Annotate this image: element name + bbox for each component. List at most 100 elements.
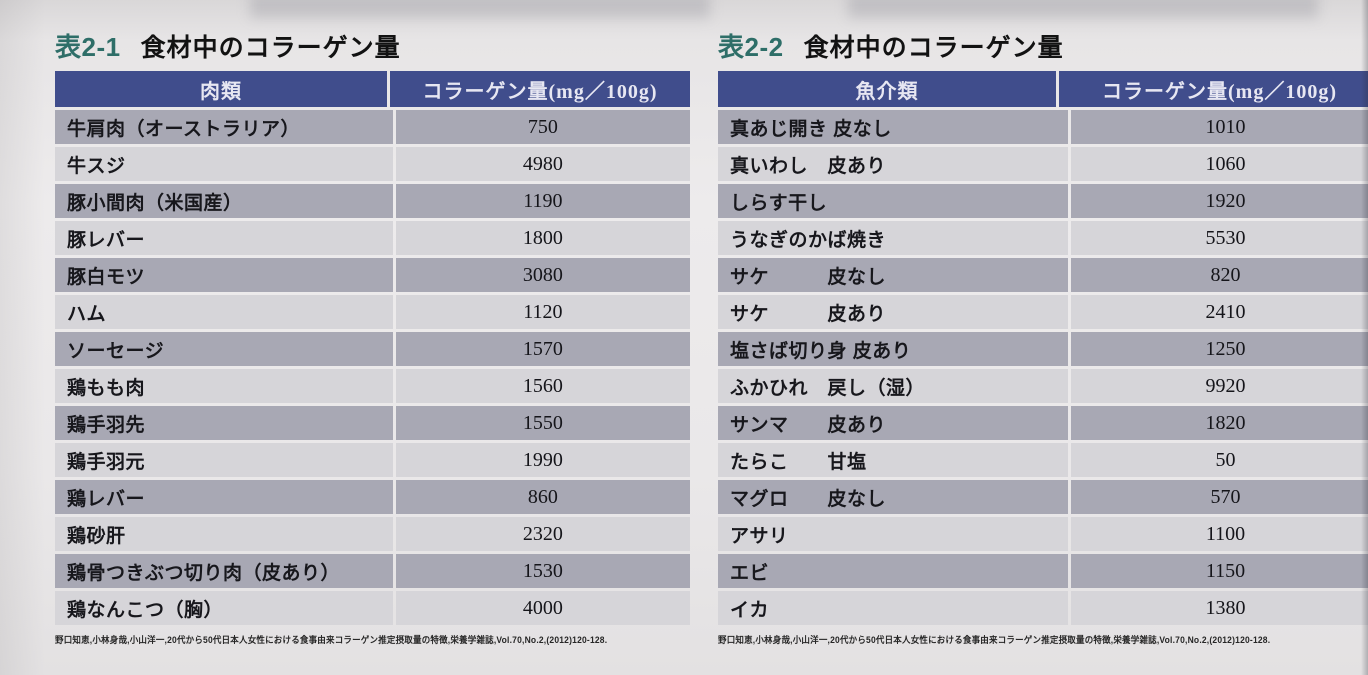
food-name-cell: 真あじ開き 皮なし — [718, 110, 1068, 144]
table-row: サケ 皮あり 2410 — [718, 295, 1368, 329]
table-row: 豚レバー 1800 — [55, 221, 690, 255]
table-row: 鶏もも肉 1560 — [55, 369, 690, 403]
food-name-cell: サケ 皮あり — [718, 295, 1068, 329]
table-row: うなぎのかば焼き 5530 — [718, 221, 1368, 255]
collagen-value-cell: 9920 — [1071, 369, 1368, 403]
collagen-value-cell: 2410 — [1071, 295, 1368, 329]
collagen-value-cell: 750 — [395, 110, 690, 144]
collagen-value-cell: 1010 — [1071, 110, 1368, 144]
collagen-value-cell: 2320 — [395, 517, 690, 551]
seafood-collagen-table: 魚介類 コラーゲン量(mg／100g) 真あじ開き 皮なし 1010 真いわし 皮あ… — [718, 71, 1368, 625]
food-name-cell: 牛スジ — [55, 147, 393, 181]
food-name-cell: 鶏なんこつ（胸） — [55, 591, 393, 625]
food-name-cell: 真いわし 皮あり — [718, 147, 1068, 181]
table-row: たらこ 甘塩 50 — [718, 443, 1368, 477]
table-row: マグロ 皮なし 570 — [718, 480, 1368, 514]
table-number-label: 表2-1 — [55, 32, 121, 62]
food-name-cell: 豚小間肉（米国産） — [55, 184, 393, 218]
table-row: 牛スジ 4980 — [55, 147, 690, 181]
collagen-value-cell: 1250 — [1071, 332, 1368, 366]
table-row: 真いわし 皮あり 1060 — [718, 147, 1368, 181]
table-row: 豚白モツ 3080 — [55, 258, 690, 292]
food-name-cell: 牛肩肉（オーストラリア） — [55, 110, 393, 144]
table-row: ふかひれ 戻し（湿） 9920 — [718, 369, 1368, 403]
collagen-value-cell: 1100 — [1071, 517, 1368, 551]
collagen-value-cell: 1560 — [395, 369, 690, 403]
table-row: 鶏砂肝 2320 — [55, 517, 690, 551]
food-name-cell: サケ 皮なし — [718, 258, 1068, 292]
collagen-value-cell: 820 — [1071, 258, 1368, 292]
table-header-row: 肉類 コラーゲン量(mg／100g) — [55, 71, 690, 107]
food-name-cell: 鶏手羽元 — [55, 443, 393, 477]
collagen-value-cell: 1570 — [395, 332, 690, 366]
food-name-cell: 塩さば切り身 皮あり — [718, 332, 1068, 366]
seafood-collagen-table-block: 表2-2 食材中のコラーゲン量 魚介類 コラーゲン量(mg／100g) 真あじ開… — [718, 27, 1368, 646]
table-row: イカ 1380 — [718, 591, 1368, 625]
collagen-value-cell: 5530 — [1071, 221, 1368, 255]
food-name-cell: ハム — [55, 295, 393, 329]
food-name-cell: 鶏レバー — [55, 480, 393, 514]
collagen-value-cell: 4980 — [395, 147, 690, 181]
table-row: 鶏なんこつ（胸） 4000 — [55, 591, 690, 625]
page-bleed-artifact — [250, 0, 710, 18]
collagen-value-cell: 3080 — [395, 258, 690, 292]
collagen-value-cell: 1060 — [1071, 147, 1368, 181]
collagen-value-cell: 860 — [395, 480, 690, 514]
collagen-value-cell: 50 — [1071, 443, 1368, 477]
table-number-label: 表2-2 — [718, 32, 784, 62]
collagen-value-cell: 1120 — [395, 295, 690, 329]
table-row: しらす干し 1920 — [718, 184, 1368, 218]
collagen-value-cell: 1990 — [395, 443, 690, 477]
photo-edge-shadow — [1361, 0, 1368, 675]
amount-column-header: コラーゲン量(mg／100g) — [1059, 71, 1368, 107]
table-caption: 表2-1 食材中のコラーゲン量 — [55, 27, 690, 63]
food-name-cell: マグロ 皮なし — [718, 480, 1068, 514]
table-row: 塩さば切り身 皮あり 1250 — [718, 332, 1368, 366]
food-name-cell: うなぎのかば焼き — [718, 221, 1068, 255]
table-row: 牛肩肉（オーストラリア） 750 — [55, 110, 690, 144]
food-name-cell: ふかひれ 戻し（湿） — [718, 369, 1068, 403]
collagen-value-cell: 1530 — [395, 554, 690, 588]
page-left-shading — [0, 0, 45, 675]
table-row: ソーセージ 1570 — [55, 332, 690, 366]
table-row: 真あじ開き 皮なし 1010 — [718, 110, 1368, 144]
collagen-value-cell: 570 — [1071, 480, 1368, 514]
collagen-value-cell: 1920 — [1071, 184, 1368, 218]
table-row: 鶏手羽元 1990 — [55, 443, 690, 477]
table-title: 食材中のコラーゲン量 — [140, 34, 401, 62]
food-name-cell: 豚白モツ — [55, 258, 393, 292]
food-name-cell: 鶏もも肉 — [55, 369, 393, 403]
table-header-row: 魚介類 コラーゲン量(mg／100g) — [718, 71, 1368, 107]
table-row: サケ 皮なし 820 — [718, 258, 1368, 292]
table-row: アサリ 1100 — [718, 517, 1368, 551]
food-name-cell: 鶏手羽先 — [55, 406, 393, 440]
category-column-header: 肉類 — [55, 71, 387, 107]
food-name-cell: イカ — [718, 591, 1068, 625]
amount-column-header: コラーゲン量(mg／100g) — [390, 71, 690, 107]
food-name-cell: 鶏砂肝 — [55, 517, 393, 551]
collagen-value-cell: 1150 — [1071, 554, 1368, 588]
food-name-cell: しらす干し — [718, 184, 1068, 218]
table-row: 鶏骨つきぶつ切り肉（皮あり） 1530 — [55, 554, 690, 588]
food-name-cell: サンマ 皮あり — [718, 406, 1068, 440]
food-name-cell: アサリ — [718, 517, 1068, 551]
collagen-value-cell: 1550 — [395, 406, 690, 440]
table-row: エビ 1150 — [718, 554, 1368, 588]
table-row: 鶏レバー 860 — [55, 480, 690, 514]
food-name-cell: ソーセージ — [55, 332, 393, 366]
table-row: サンマ 皮あり 1820 — [718, 406, 1368, 440]
category-column-header: 魚介類 — [718, 71, 1056, 107]
collagen-value-cell: 1800 — [395, 221, 690, 255]
table-row: 豚小間肉（米国産） 1190 — [55, 184, 690, 218]
table-row: 鶏手羽先 1550 — [55, 406, 690, 440]
collagen-value-cell: 1380 — [1071, 591, 1368, 625]
citation-footnote: 野口知恵,小林身哉,小山洋一,20代から50代日本人女性における食事由来コラーゲ… — [55, 634, 608, 646]
citation-footnote: 野口知恵,小林身哉,小山洋一,20代から50代日本人女性における食事由来コラーゲ… — [718, 634, 1271, 646]
food-name-cell: エビ — [718, 554, 1068, 588]
food-name-cell: 豚レバー — [55, 221, 393, 255]
food-name-cell: 鶏骨つきぶつ切り肉（皮あり） — [55, 554, 393, 588]
table-row: ハム 1120 — [55, 295, 690, 329]
table-title: 食材中のコラーゲン量 — [803, 34, 1064, 62]
meat-collagen-table-block: 表2-1 食材中のコラーゲン量 肉類 コラーゲン量(mg／100g) 牛肩肉（オ… — [55, 27, 690, 646]
